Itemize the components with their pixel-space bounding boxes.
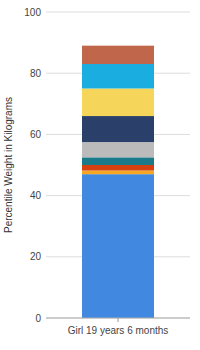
bar-segment bbox=[82, 46, 154, 64]
bar-segment bbox=[82, 89, 154, 117]
bar-segment bbox=[82, 157, 154, 165]
y-tick-label: 60 bbox=[30, 129, 42, 140]
y-tick-label: 20 bbox=[30, 251, 42, 262]
bar-segment bbox=[82, 64, 154, 88]
x-tick bbox=[118, 318, 119, 322]
y-tick-label: 40 bbox=[30, 190, 42, 201]
y-tick-label: 100 bbox=[24, 7, 41, 18]
y-tick-label: 80 bbox=[30, 68, 42, 79]
chart-container: 0 20 40 60 80 100 Girl 19 years 6 months Percen… bbox=[0, 0, 200, 350]
chart-svg: 0 20 40 60 80 100 Girl 19 years 6 months Percen… bbox=[0, 0, 200, 350]
y-tick-label: 0 bbox=[35, 313, 41, 324]
bars bbox=[82, 46, 154, 318]
grid-line bbox=[46, 318, 190, 319]
bar-segment bbox=[82, 171, 154, 175]
x-tick-label: Girl 19 years 6 months bbox=[68, 325, 169, 336]
bar-segment bbox=[82, 142, 154, 157]
bar-segment bbox=[82, 174, 154, 318]
x-axis-line bbox=[46, 318, 190, 319]
grid bbox=[46, 12, 190, 318]
grid-line bbox=[46, 12, 190, 13]
bar-segment bbox=[82, 165, 154, 171]
y-axis-label: Percentile Weight in Kilograms bbox=[3, 97, 14, 233]
bar-segment bbox=[82, 116, 154, 142]
